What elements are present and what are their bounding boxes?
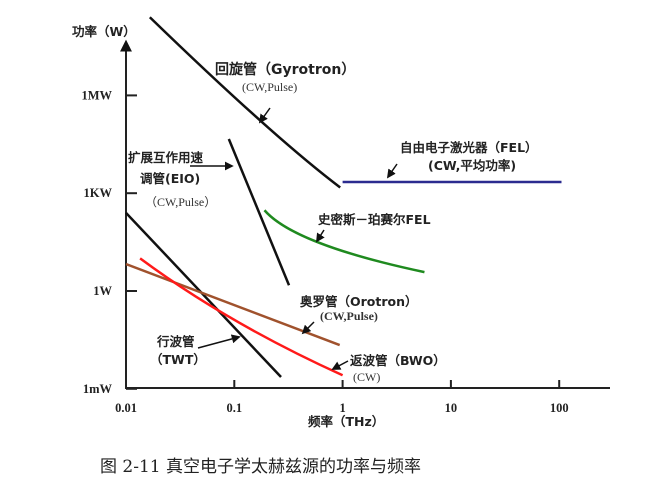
- twt-label-line1: 行波管: [156, 334, 195, 349]
- annotation-fel: 自由电子激光器（FEL） (CW,平均功率): [386, 140, 538, 179]
- x-tick-label: 100: [550, 401, 569, 415]
- x-tick-label: 1: [339, 401, 345, 415]
- arrow-icon: [301, 321, 315, 335]
- series-line-twt: [125, 211, 282, 378]
- smith-purcell-label: 史密斯－珀赛尔FEL: [318, 212, 431, 227]
- annotation-gyrotron: 回旋管（Gyrotron） (CW,Pulse): [215, 61, 355, 124]
- figure-caption: 图 2-11 真空电子学太赫兹源的功率与频率: [100, 457, 421, 477]
- eio-mode: （CW,Pulse）: [145, 195, 216, 209]
- annotation-twt: 行波管 （TWT）: [150, 334, 241, 367]
- y-tick-label: 1W: [93, 284, 112, 298]
- gyrotron-mode: (CW,Pulse): [242, 80, 297, 94]
- y-tick-label: 1MW: [81, 88, 112, 102]
- fel-label: 自由电子激光器（FEL）: [400, 140, 538, 155]
- y-axis-label: 功率（W）: [72, 24, 136, 39]
- eio-label-line2: 调管(EIO): [140, 171, 200, 186]
- eio-label-line1: 扩展互作用速: [128, 150, 204, 165]
- x-tick-label: 0.01: [115, 401, 137, 415]
- x-axis-label: 频率（THz）: [308, 414, 384, 429]
- arrow-icon: [386, 163, 398, 179]
- twt-label-line2: （TWT）: [150, 352, 206, 367]
- bwo-mode: (CW): [353, 370, 380, 384]
- annotation-eio: 扩展互作用速 调管(EIO) （CW,Pulse）: [128, 150, 234, 209]
- series-line-eio: [227, 138, 291, 286]
- x-tick-label: 10: [445, 401, 458, 415]
- annotation-smith-purcell: 史密斯－珀赛尔FEL: [316, 212, 431, 243]
- annotation-bwo: 返波管（BWO） (CW): [331, 353, 446, 384]
- arrow-icon: [331, 360, 349, 370]
- arrow-icon: [197, 334, 241, 349]
- x-tick-label: 0.1: [226, 401, 242, 415]
- bwo-label: 返波管（BWO）: [350, 353, 446, 368]
- series-line-bwo: [139, 257, 344, 377]
- orotron-label: 奥罗管（Orotron）: [300, 294, 418, 309]
- y-tick-label: 1KW: [84, 186, 113, 200]
- annotation-orotron: 奥罗管（Orotron） (CW,Pulse): [300, 294, 418, 335]
- gyrotron-label: 回旋管（Gyrotron）: [215, 61, 355, 78]
- arrow-icon: [316, 229, 325, 243]
- fel-mode: (CW,平均功率): [428, 158, 516, 173]
- axes: [120, 39, 610, 389]
- y-tick-label: 1mW: [83, 382, 113, 396]
- arrow-icon: [258, 107, 271, 124]
- series-line-smith-purcell: [263, 209, 425, 274]
- orotron-mode: (CW,Pulse): [320, 309, 378, 323]
